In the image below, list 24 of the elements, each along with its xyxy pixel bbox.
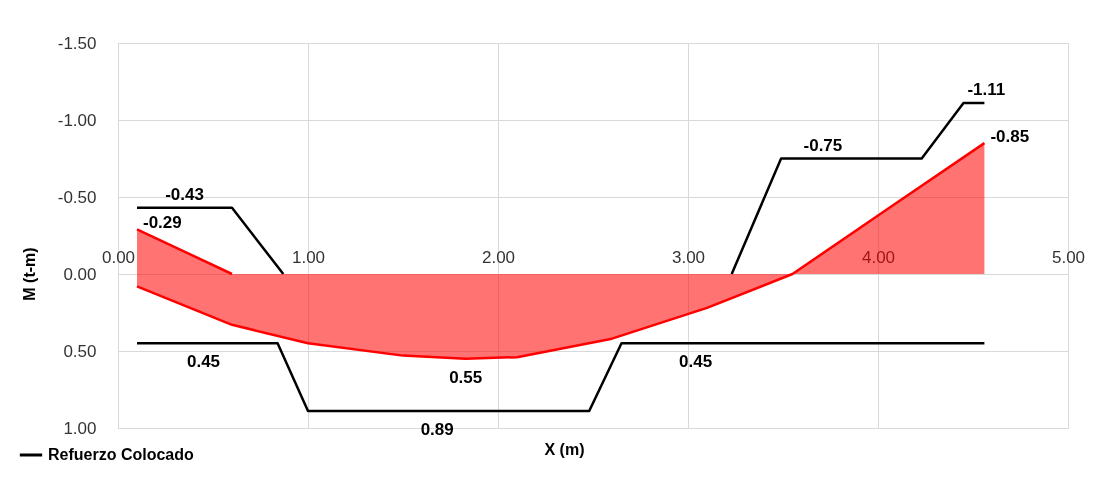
y-axis-title: M (t-m) [21,247,38,301]
y-tick-label: -1.50 [57,33,97,53]
annotation: -0.43 [165,184,204,204]
annotation: 0.45 [186,352,221,372]
y-tick-label: -1.00 [57,110,97,130]
x-tick-label: 0.00 [101,247,136,267]
y-tick-label: -0.50 [57,187,97,207]
x-tick-label: 2.00 [481,247,516,267]
annotation: -0.85 [990,127,1030,147]
legend-label: Refuerzo Colocado [48,446,195,463]
x-tick-label: 5.00 [1051,247,1086,267]
y-tick-label: 0.50 [63,341,97,361]
annotation: -0.75 [803,135,843,155]
x-tick-label: 1.00 [291,247,326,267]
y-tick-label: 1.00 [63,418,97,438]
x-tick-label: 4.00 [861,247,896,267]
annotation: 0.89 [420,420,454,440]
y-tick-label: 0.00 [63,264,97,284]
annotation: -0.29 [143,213,182,233]
x-axis-title: X (m) [544,441,585,458]
annotation: -1.11 [967,80,1006,100]
annotation: 0.45 [679,352,713,372]
x-tick-label: 3.00 [671,247,706,267]
annotation: 0.55 [449,367,483,387]
